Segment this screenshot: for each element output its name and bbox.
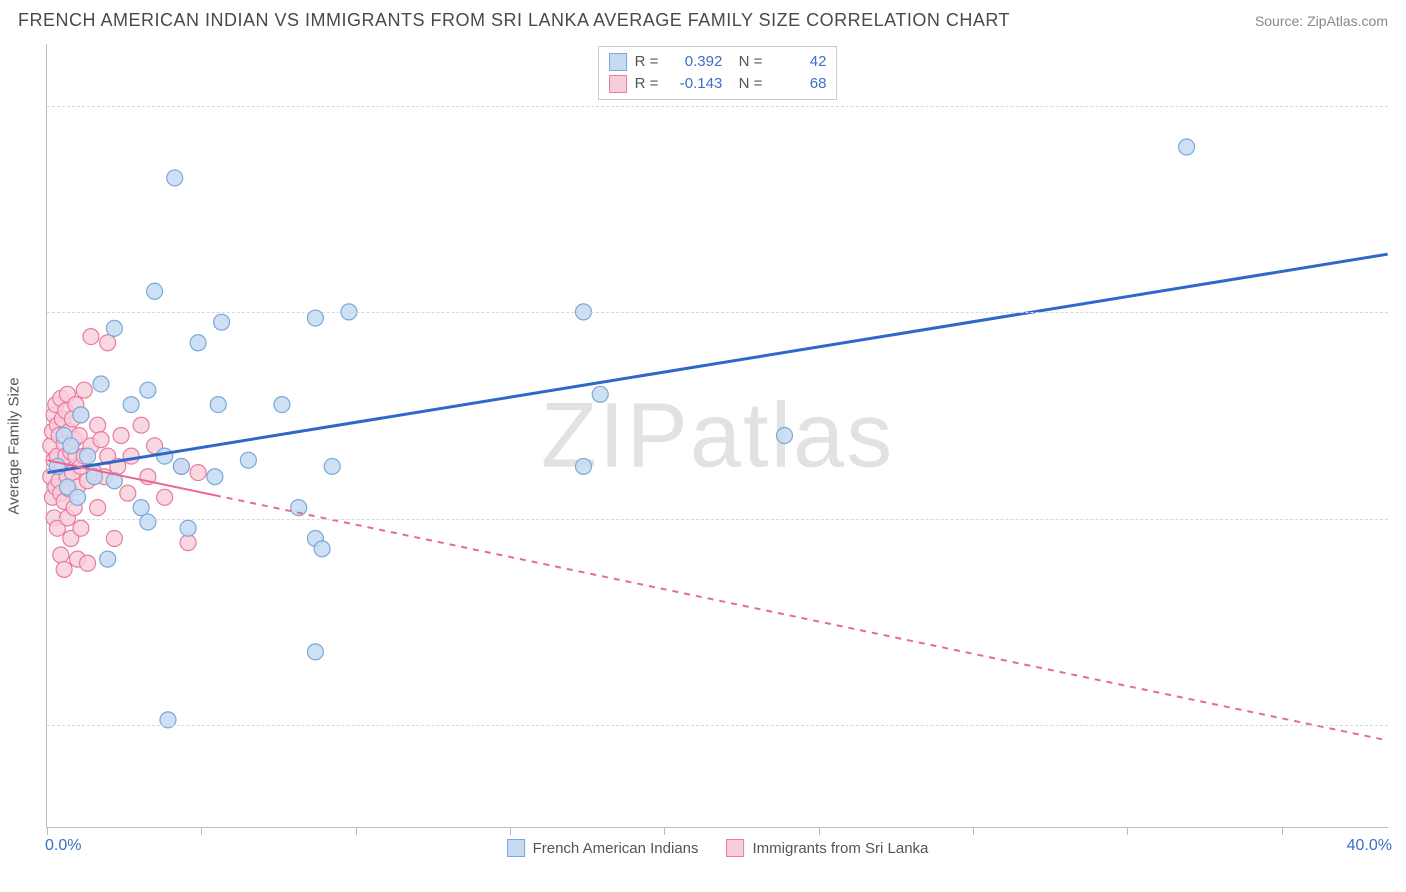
regression-line bbox=[47, 254, 1387, 472]
legend-r-value-1: 0.392 bbox=[666, 51, 722, 73]
legend-stats-box: R = 0.392 N = 42 R = -0.143 N = 68 bbox=[598, 46, 838, 100]
grid-line bbox=[47, 725, 1388, 726]
scatter-point bbox=[157, 489, 173, 505]
scatter-point bbox=[73, 520, 89, 536]
x-tick bbox=[47, 827, 48, 835]
scatter-point bbox=[123, 448, 139, 464]
legend-r-label: R = bbox=[635, 73, 659, 95]
legend-n-value-2: 68 bbox=[770, 73, 826, 95]
scatter-point bbox=[56, 561, 72, 577]
legend-n-label: N = bbox=[730, 51, 762, 73]
legend-swatch-series-2 bbox=[727, 839, 745, 857]
scatter-point bbox=[592, 386, 608, 402]
scatter-point bbox=[70, 489, 86, 505]
scatter-point bbox=[324, 458, 340, 474]
scatter-point bbox=[83, 329, 99, 345]
scatter-point bbox=[1179, 139, 1195, 155]
scatter-point bbox=[63, 438, 79, 454]
regression-line bbox=[215, 495, 1388, 740]
legend-swatch-series-1 bbox=[507, 839, 525, 857]
legend-series-label-2: Immigrants from Sri Lanka bbox=[753, 840, 929, 857]
scatter-point bbox=[133, 417, 149, 433]
scatter-point bbox=[73, 407, 89, 423]
scatter-point bbox=[80, 448, 96, 464]
y-axis-label: Average Family Size bbox=[6, 377, 23, 514]
scatter-point bbox=[100, 335, 116, 351]
legend-swatch-series-2 bbox=[609, 75, 627, 93]
scatter-point bbox=[80, 555, 96, 571]
chart-svg-layer bbox=[47, 44, 1388, 827]
scatter-point bbox=[106, 531, 122, 547]
scatter-point bbox=[53, 547, 69, 563]
chart-title: FRENCH AMERICAN INDIAN VS IMMIGRANTS FRO… bbox=[18, 10, 1010, 31]
scatter-point bbox=[307, 644, 323, 660]
legend-n-value-1: 42 bbox=[770, 51, 826, 73]
scatter-point bbox=[157, 448, 173, 464]
scatter-point bbox=[173, 458, 189, 474]
scatter-point bbox=[314, 541, 330, 557]
scatter-point bbox=[180, 535, 196, 551]
scatter-point bbox=[140, 514, 156, 530]
legend-swatch-series-1 bbox=[609, 53, 627, 71]
x-axis-min-label: 0.0% bbox=[45, 837, 81, 855]
grid-line bbox=[47, 106, 1388, 107]
x-tick bbox=[1282, 827, 1283, 835]
scatter-point bbox=[777, 428, 793, 444]
scatter-point bbox=[180, 520, 196, 536]
scatter-point bbox=[93, 432, 109, 448]
scatter-point bbox=[240, 452, 256, 468]
scatter-point bbox=[167, 170, 183, 186]
scatter-point bbox=[214, 314, 230, 330]
legend-n-label: N = bbox=[730, 73, 762, 95]
scatter-point bbox=[190, 465, 206, 481]
scatter-point bbox=[147, 283, 163, 299]
chart-header: FRENCH AMERICAN INDIAN VS IMMIGRANTS FRO… bbox=[0, 0, 1406, 37]
source-label: Source: ZipAtlas.com bbox=[1255, 13, 1388, 29]
scatter-point bbox=[106, 320, 122, 336]
x-tick bbox=[664, 827, 665, 835]
scatter-point bbox=[190, 335, 206, 351]
scatter-point bbox=[575, 458, 591, 474]
scatter-point bbox=[120, 485, 136, 501]
legend-series-item-2: Immigrants from Sri Lanka bbox=[727, 839, 929, 857]
x-tick bbox=[973, 827, 974, 835]
scatter-point bbox=[113, 428, 129, 444]
scatter-point bbox=[207, 469, 223, 485]
x-tick bbox=[356, 827, 357, 835]
chart-plot-area: ZIPatlas R = 0.392 N = 42 R = -0.143 N =… bbox=[46, 44, 1388, 828]
x-tick bbox=[201, 827, 202, 835]
legend-series-box: French American Indians Immigrants from … bbox=[507, 839, 929, 857]
scatter-point bbox=[93, 376, 109, 392]
legend-r-label: R = bbox=[635, 51, 659, 73]
scatter-point bbox=[90, 417, 106, 433]
scatter-point bbox=[210, 397, 226, 413]
scatter-point bbox=[123, 397, 139, 413]
legend-stats-row-2: R = -0.143 N = 68 bbox=[609, 73, 827, 95]
scatter-point bbox=[76, 382, 92, 398]
legend-stats-row-1: R = 0.392 N = 42 bbox=[609, 51, 827, 73]
legend-series-label-1: French American Indians bbox=[533, 840, 699, 857]
scatter-point bbox=[133, 500, 149, 516]
scatter-point bbox=[274, 397, 290, 413]
scatter-point bbox=[100, 551, 116, 567]
x-tick bbox=[1127, 827, 1128, 835]
scatter-point bbox=[90, 500, 106, 516]
x-tick bbox=[819, 827, 820, 835]
legend-series-item-1: French American Indians bbox=[507, 839, 699, 857]
scatter-point bbox=[140, 382, 156, 398]
x-tick bbox=[510, 827, 511, 835]
grid-line bbox=[47, 519, 1388, 520]
grid-line bbox=[47, 312, 1388, 313]
legend-r-value-2: -0.143 bbox=[666, 73, 722, 95]
x-axis-max-label: 40.0% bbox=[1347, 837, 1392, 855]
